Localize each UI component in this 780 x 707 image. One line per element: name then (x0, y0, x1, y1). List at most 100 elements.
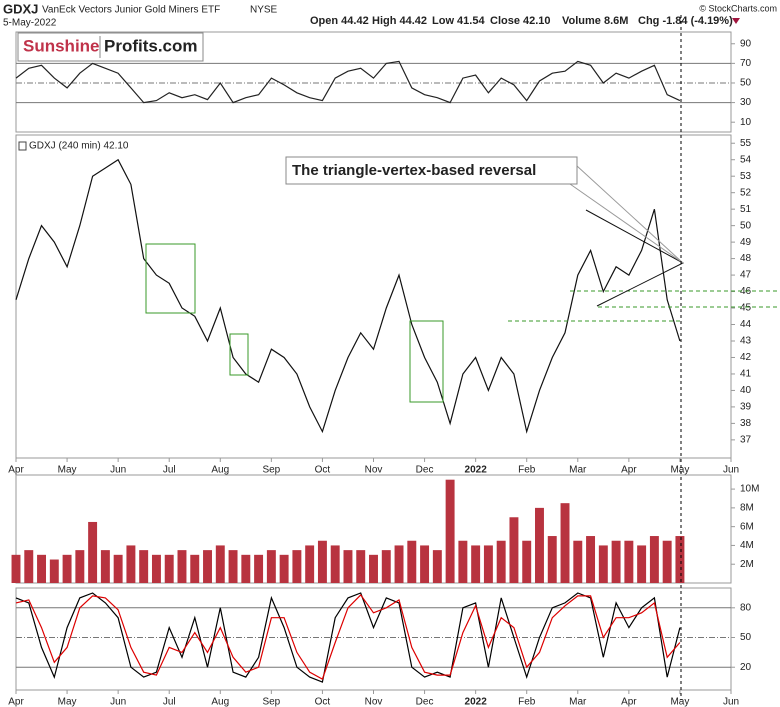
volume-bar (356, 550, 366, 583)
x-tick-label: Oct (315, 697, 331, 707)
volume-bar (369, 554, 378, 583)
volume-bar (203, 550, 212, 583)
volume-bar (560, 503, 570, 583)
volume-bar (317, 540, 327, 583)
volume-bar (11, 554, 21, 583)
x-tick-label: Dec (416, 697, 434, 707)
volume-bar (509, 517, 519, 583)
volume-bar (471, 545, 481, 583)
y-tick-label: 40 (740, 385, 752, 396)
highlight-box (145, 243, 196, 314)
y-tick-label: 48 (740, 253, 752, 264)
annotation: The triangle-vertex-based reversal (292, 162, 536, 179)
highlight-box (229, 333, 249, 376)
volume-bar (190, 554, 200, 583)
volume-bar (292, 550, 302, 583)
y-tick-label: 38 (740, 418, 752, 429)
x-tick-label: May (58, 697, 77, 707)
volume-bar (573, 540, 583, 583)
y-tick-label: 50 (740, 632, 752, 643)
volume-bar (432, 550, 442, 583)
logo-left: Sunshine (23, 36, 100, 55)
x-tick-label: Jun (723, 465, 739, 476)
volume-bar (151, 554, 161, 583)
y-tick-label: 42 (740, 352, 752, 363)
volume-bar (254, 554, 264, 583)
y-tick-label: 41 (740, 369, 752, 380)
x-tick-label: Apr (8, 465, 24, 476)
x-tick-label: Jun (110, 465, 126, 476)
volume-bar (126, 545, 136, 583)
volume-bar (547, 536, 557, 583)
x-tick-label: Dec (416, 465, 434, 476)
x-tick-label: Sep (262, 465, 280, 476)
volume-bar (164, 554, 174, 583)
exchange: NYSE (250, 5, 278, 16)
logo-box (17, 32, 204, 62)
triangle (585, 209, 685, 307)
volume-bar (649, 536, 659, 583)
x-tick-label: Jun (110, 697, 126, 707)
volume-bar (100, 550, 110, 583)
series-line (15, 593, 681, 680)
rsi-panel (15, 31, 732, 133)
volume-bar (637, 545, 647, 583)
y-tick-label: 46 (740, 286, 752, 297)
volume-bar (407, 540, 417, 583)
x-tick-label: Aug (211, 697, 229, 707)
open: Open 44.42 (310, 15, 369, 27)
volume-bar (241, 554, 251, 583)
y-tick-label: 43 (740, 336, 752, 347)
y-tick-label: 30 (740, 97, 752, 108)
change: Chg -1.84 (-4.19%) (638, 15, 733, 27)
volume-bar (381, 550, 391, 583)
highlight-box (409, 320, 444, 403)
y-tick-label: 55 (740, 138, 752, 149)
plots: 10 30 50 70 90 37 38 39 40 41 42 43 44 45 46 47 48 49 50 51… (8, 38, 759, 707)
y-tick-label: 10 (740, 117, 752, 128)
x-tick-label: Apr (621, 465, 637, 476)
x-tick-label: Oct (315, 465, 331, 476)
volume-bar (458, 540, 468, 583)
volume-bar (662, 540, 672, 583)
y-tick-label: 54 (740, 154, 752, 165)
date: 5-May-2022 (3, 18, 57, 29)
y-tick-label: 20 (740, 662, 752, 673)
volume-bar (113, 554, 123, 583)
y-tick-label: 52 (740, 187, 752, 198)
y-tick-label: 50 (740, 220, 752, 231)
volume-bar (88, 521, 98, 583)
y-tick-label: 45 (740, 303, 752, 314)
y-tick-label: 80 (740, 602, 752, 613)
close: Close 42.10 (490, 15, 551, 27)
x-tick-label: 2022 (465, 697, 488, 707)
volume-bar (586, 536, 596, 583)
volume-bar (177, 550, 187, 583)
y-tick-label: 6M (740, 521, 754, 532)
x-tick-label: Feb (518, 697, 536, 707)
y-tick-label: 4M (740, 540, 754, 551)
volume-bar (675, 536, 685, 583)
y-tick-label: 50 (740, 78, 752, 89)
volume-bar (279, 554, 289, 583)
volume-bar (330, 545, 340, 583)
pointer (576, 165, 684, 264)
x-tick-label: May (670, 697, 689, 707)
volume-bar (522, 540, 532, 583)
low: Low 41.54 (432, 15, 485, 27)
volume-bar (139, 550, 149, 583)
series-line (15, 592, 681, 683)
volume: Volume 8.6M (562, 15, 628, 27)
volume-bar (624, 540, 634, 583)
volume-bar (343, 550, 353, 583)
logo-right: Profits.com (104, 36, 198, 55)
y-tick-label: 53 (740, 171, 752, 182)
volume-bar (75, 550, 85, 583)
x-tick-label: Jul (163, 465, 176, 476)
volume-bar (611, 540, 621, 583)
down-arrow (732, 18, 740, 24)
x-tick-label: May (670, 465, 689, 476)
series-line (15, 158, 681, 434)
x-tick-label: Nov (365, 465, 383, 476)
x-tick-label: Sep (262, 697, 280, 707)
